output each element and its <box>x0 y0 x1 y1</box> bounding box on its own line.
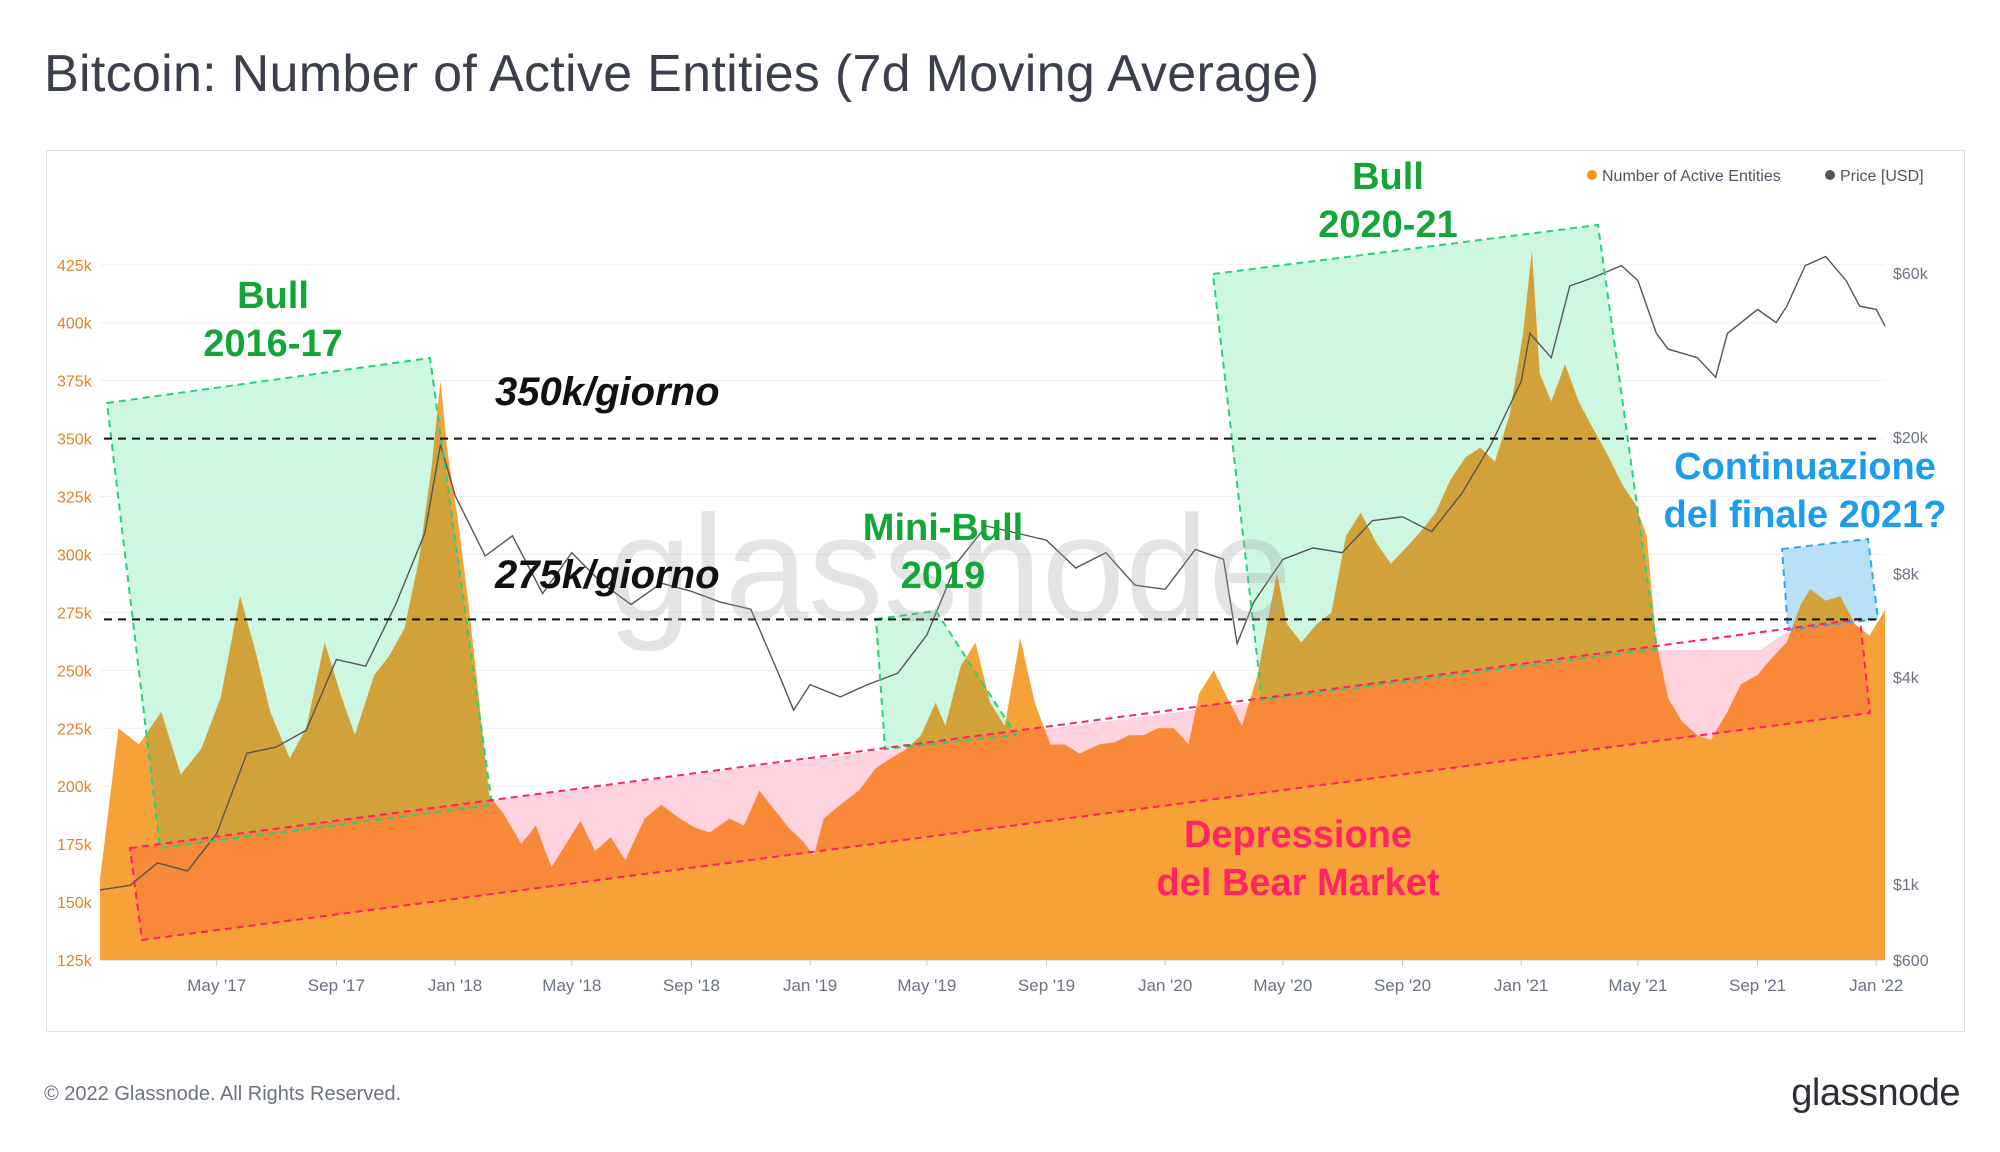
mini-bull-2019-border <box>874 609 1018 751</box>
x-axis: May '17 Sep '17 Jan '18 May '18 Sep '18 Jan '… <box>100 959 1903 995</box>
y-tick-right-label: $8k <box>1893 567 1920 584</box>
bull-2016-label-line2: 2016-17 <box>203 323 342 365</box>
x-tick-label: May '17 <box>187 976 246 995</box>
x-tick-label: Sep '20 <box>1374 976 1431 995</box>
y-tick-left-label: 325k <box>57 490 93 507</box>
x-tick-label: Sep '18 <box>663 976 720 995</box>
bear-label-line2: del Bear Market <box>1156 862 1439 904</box>
x-tick-label: Sep '17 <box>308 976 365 995</box>
x-tick-label: Sep '19 <box>1018 976 1075 995</box>
y-tick-right-label: $4k <box>1893 670 1920 687</box>
x-tick-label: Sep '21 <box>1729 976 1786 995</box>
mini-bull-label-line1: Mini-Bull <box>863 507 1023 549</box>
chart-frame <box>46 150 1965 1032</box>
y-tick-left-label: 175k <box>57 837 93 854</box>
y-tick-right-label: $20k <box>1893 430 1929 447</box>
y-tick-left-label: 150k <box>57 895 93 912</box>
copyright: © 2022 Glassnode. All Rights Reserved. <box>44 1083 402 1105</box>
y-tick-right-label: $1k <box>1893 877 1920 894</box>
legend-entities-label: Number of Active Entities <box>1602 168 1781 185</box>
y-tick-right-label: $60k <box>1893 266 1929 283</box>
legend-price-marker <box>1825 170 1835 180</box>
y-tick-left-label: 125k <box>57 953 93 970</box>
entities-area <box>100 250 1885 960</box>
bull-2020-border <box>1211 223 1659 702</box>
bull-2020-label-line2: 2020-21 <box>1318 204 1457 246</box>
price-line <box>99 255 1886 891</box>
y-tick-left-label: 250k <box>57 663 93 680</box>
y-tick-left-label: 300k <box>57 547 93 564</box>
y-tick-left-label: 350k <box>57 432 93 449</box>
legend: Number of Active Entities Price [USD] <box>1587 168 1924 185</box>
ref-350-label: 350k/giorno <box>495 370 720 414</box>
continuation-label-line2: del finale 2021? <box>1663 494 1946 536</box>
legend-price-label: Price [USD] <box>1840 168 1924 185</box>
y-tick-left-label: 425k <box>57 258 93 275</box>
bear-label-line1: Depressione <box>1184 814 1412 856</box>
x-tick-label: May '21 <box>1608 976 1667 995</box>
x-tick-label: Jan '20 <box>1138 976 1192 995</box>
y-tick-left-label: 275k <box>57 605 93 622</box>
y-tick-left-label: 400k <box>57 316 93 333</box>
bull-2016-border <box>105 356 494 850</box>
x-tick-label: May '20 <box>1253 976 1312 995</box>
bear-market-border <box>128 617 1872 942</box>
x-tick-label: Jan '21 <box>1494 976 1548 995</box>
bull-2016-label-line1: Bull <box>237 275 309 317</box>
x-tick-label: Jan '19 <box>783 976 837 995</box>
y-tick-right-label: $600 <box>1893 953 1929 970</box>
glassnode-logo[interactable]: glassnode <box>1791 1072 1960 1114</box>
mini-bull-label-line2: 2019 <box>901 555 986 597</box>
y-tick-left-label: 225k <box>57 721 93 738</box>
page-title: Bitcoin: Number of Active Entities (7d M… <box>44 45 1320 103</box>
ref-275-label: 275k/giorno <box>494 553 720 597</box>
x-tick-label: May '19 <box>897 976 956 995</box>
bull-2020-label-line1: Bull <box>1352 156 1424 198</box>
x-tick-label: Jan '18 <box>428 976 482 995</box>
legend-entities-marker <box>1587 170 1597 180</box>
watermark: glassnode <box>608 484 1292 652</box>
y-axis-left: 125k 150k 175k 200k 225k 250k 275k 300k 325k 350k… <box>57 258 93 970</box>
y-axis-right: $600 $1k $4k $8k $20k $60k <box>1893 266 1929 970</box>
y-tick-left-label: 375k <box>57 374 93 391</box>
continuation-label-line1: Continuazione <box>1674 446 1936 488</box>
x-tick-label: Jan '22 <box>1849 976 1903 995</box>
y-tick-left-label: 200k <box>57 779 93 796</box>
x-tick-label: May '18 <box>542 976 601 995</box>
